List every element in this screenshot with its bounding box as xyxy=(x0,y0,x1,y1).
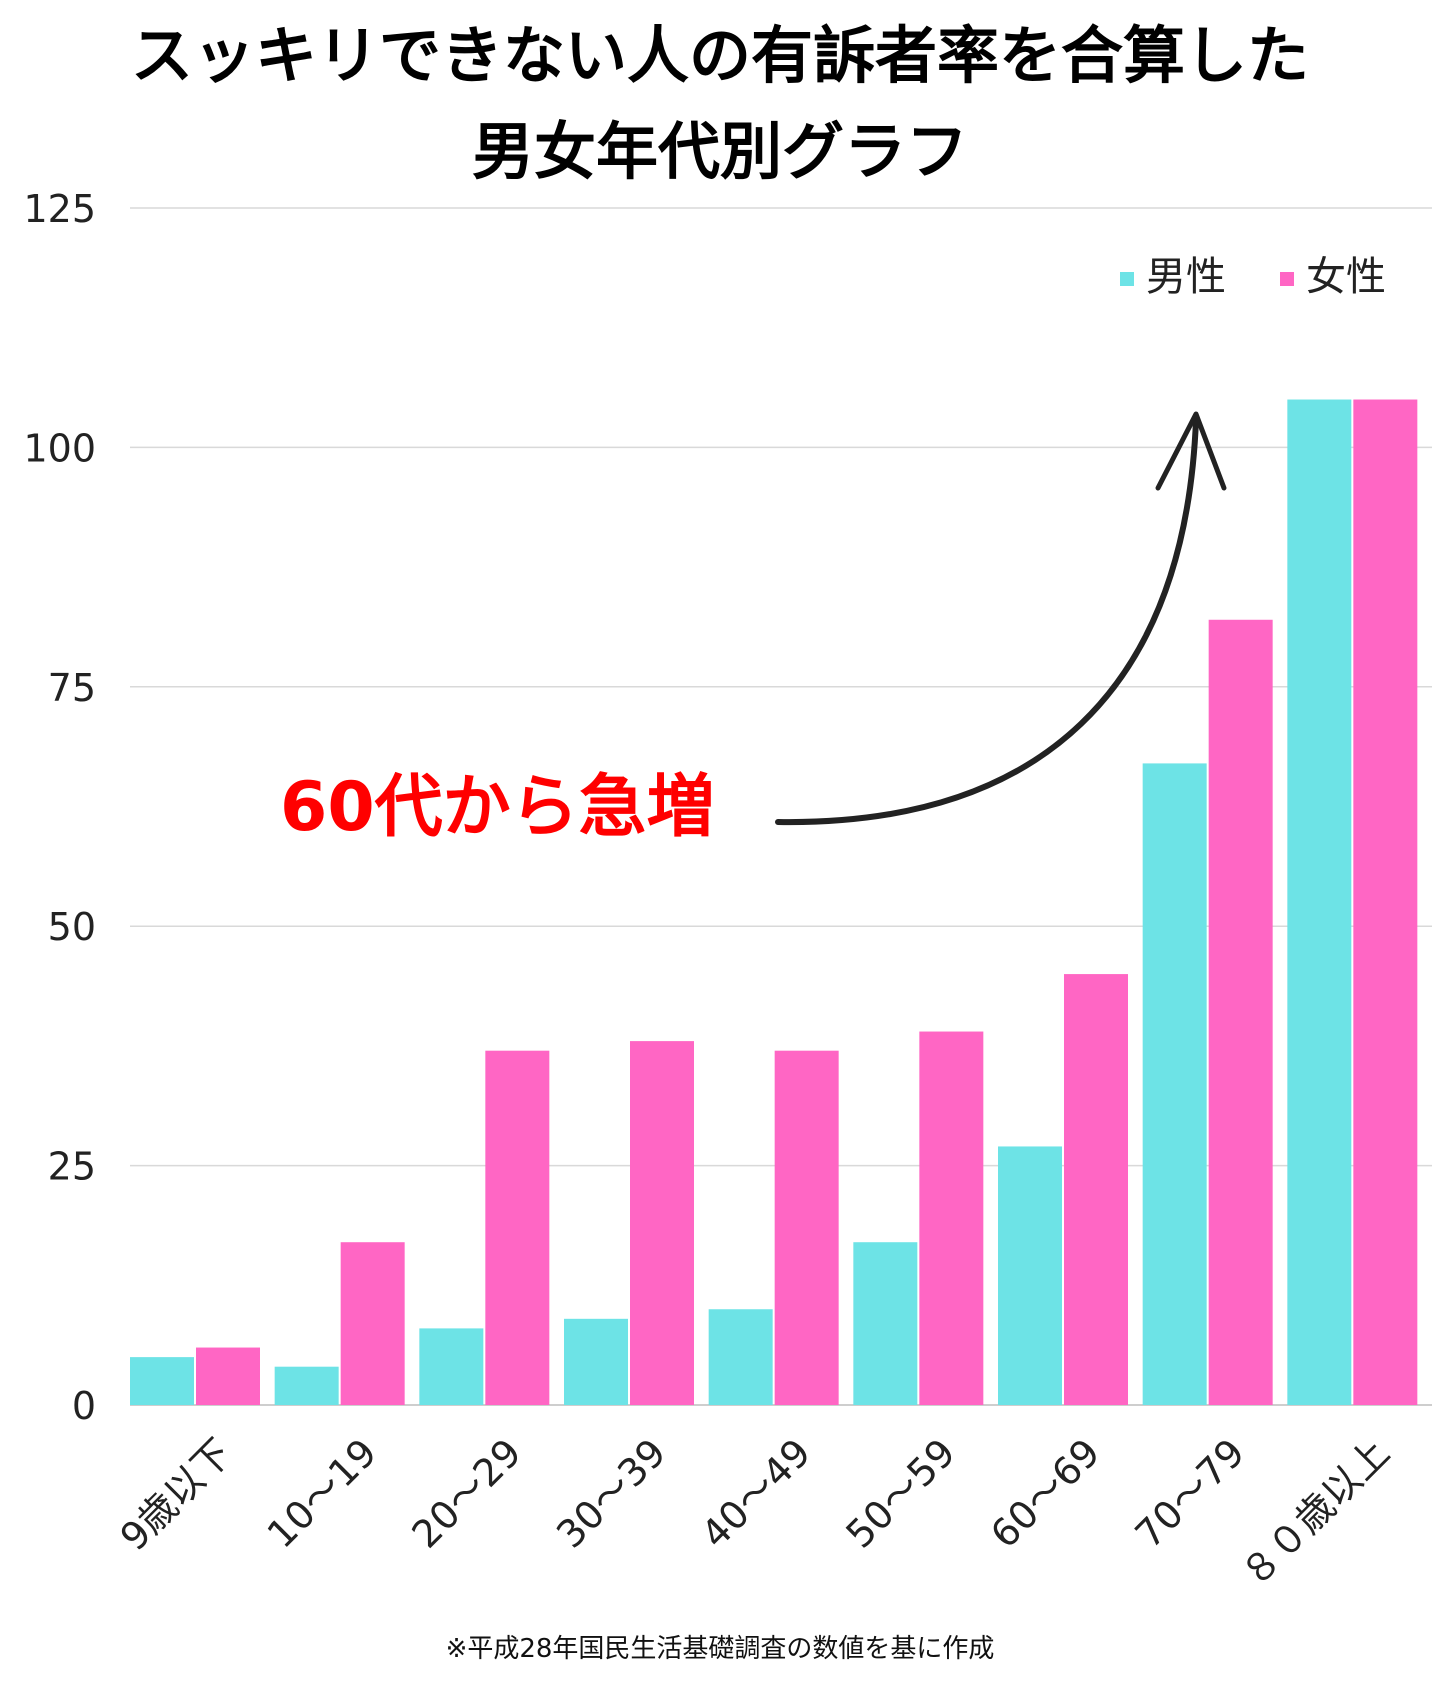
annotation-arrow-curve xyxy=(775,417,1199,826)
y-tick-label: 125 xyxy=(23,187,96,231)
bar-female xyxy=(196,1347,260,1405)
x-tick-label: 30〜39 xyxy=(548,1430,674,1556)
legend-swatch-male xyxy=(1120,272,1134,286)
bar-female xyxy=(340,1242,405,1405)
bar-female xyxy=(919,1031,984,1405)
bar-male xyxy=(564,1318,628,1405)
x-tick-label: 9歳以下 xyxy=(112,1430,241,1559)
bar-male xyxy=(130,1357,194,1405)
annotation: 60代から急増 xyxy=(280,411,1227,847)
chart-title-line-1: スッキリできない人の有訴者率を合算した xyxy=(130,19,1309,92)
annotation-arrow-head xyxy=(1155,411,1227,491)
bar-female xyxy=(485,1050,550,1405)
bar-female xyxy=(1064,974,1128,1405)
x-tick-label: 10〜19 xyxy=(259,1430,385,1556)
x-tick-label: 60〜69 xyxy=(982,1430,1108,1556)
annotation-label: 60代から急増 xyxy=(280,768,715,847)
chart-title-line-2: 男女年代別グラフ xyxy=(471,115,968,188)
bar-male xyxy=(1142,763,1207,1405)
chart-title: スッキリできない人の有訴者率を合算した 男女年代別グラフ xyxy=(0,8,1440,200)
legend-swatch-female xyxy=(1280,272,1294,286)
bars xyxy=(130,399,1418,1405)
y-tick-label: 25 xyxy=(48,1145,96,1189)
bar-female xyxy=(774,1050,839,1405)
bar-male xyxy=(998,1146,1062,1405)
y-tick-label: 100 xyxy=(23,426,96,470)
bar-male xyxy=(1287,399,1352,1405)
legend-label-female: 女性 xyxy=(1306,254,1386,300)
y-tick-label: 0 xyxy=(72,1384,96,1428)
x-tick-label: 20〜29 xyxy=(403,1430,529,1556)
bar-female xyxy=(1208,619,1273,1405)
x-tick-label: ８０歳以上 xyxy=(1232,1430,1397,1595)
y-tick-label: 50 xyxy=(48,905,96,949)
bar-male xyxy=(419,1328,484,1405)
bar-male xyxy=(708,1309,773,1405)
bar-female xyxy=(630,1041,694,1405)
bar-male xyxy=(274,1366,339,1405)
x-axis: 9歳以下 10〜19 20〜29 30〜39 40〜49 50〜59 60〜69 70〜79８… xyxy=(112,1430,1398,1595)
x-tick-label: 50〜59 xyxy=(837,1430,963,1556)
legend: 男性 女性 xyxy=(1120,254,1386,300)
footnote: ※平成28年国民生活基礎調査の数値を基に作成 xyxy=(445,1634,995,1664)
bar-female xyxy=(1353,399,1418,1405)
bar-male xyxy=(853,1242,918,1405)
y-tick-label: 75 xyxy=(48,666,96,710)
y-axis: 0 25 50 75 100 125 xyxy=(23,187,96,1428)
x-tick-label: 40〜49 xyxy=(693,1430,819,1556)
x-tick-label: 70〜79 xyxy=(1127,1430,1253,1556)
legend-label-male: 男性 xyxy=(1146,254,1226,300)
